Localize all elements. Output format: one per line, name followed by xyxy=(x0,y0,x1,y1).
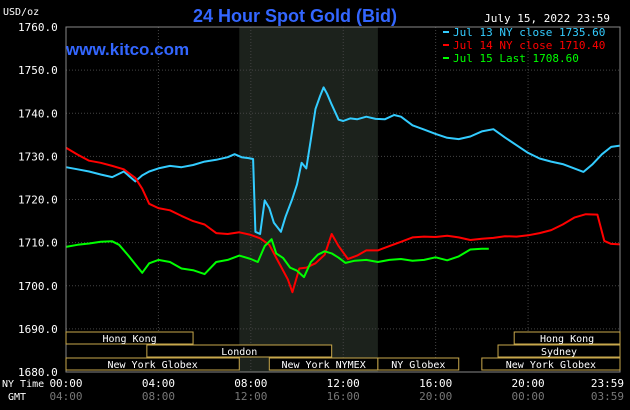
y-tick-label: 1710.0 xyxy=(18,237,58,250)
chart-title: 24 Hour Spot Gold (Bid) xyxy=(193,6,397,26)
y-tick-label: 1740.0 xyxy=(18,107,58,120)
x-tick-label-ny: 00:00 xyxy=(49,377,82,390)
series-lines xyxy=(65,86,621,294)
session-bar xyxy=(146,344,333,358)
session-label: Sydney xyxy=(541,347,577,358)
x-tick-label-gmt: 08:00 xyxy=(142,390,175,403)
market-sessions: Hong Kong London New York Globex New York N… xyxy=(65,331,621,371)
x-tick-label-gmt: 16:00 xyxy=(327,390,360,403)
x-tick-label-ny: 12:00 xyxy=(327,377,360,390)
session-bar xyxy=(65,357,240,371)
x-tick-label-gmt: 03:59 xyxy=(591,390,624,403)
x-tick-label-ny: 16:00 xyxy=(419,377,452,390)
plot-frame xyxy=(65,26,621,373)
x-tick-label-ny: 20:00 xyxy=(511,377,544,390)
session-label: New York NYMEX xyxy=(281,360,365,371)
series-line-2 xyxy=(65,146,621,294)
x-tick-label-ny: 08:00 xyxy=(234,377,267,390)
x-tick-label-gmt: 20:00 xyxy=(419,390,452,403)
ny-time-label: NY Time xyxy=(2,379,44,390)
session-label: Hong Kong xyxy=(540,334,594,345)
legend-entry: Jul 15 Last 1708.60 xyxy=(453,52,579,65)
x-tick-label-gmt: 04:00 xyxy=(49,390,82,403)
x-axis: 00:00 04:00 08:00 12:00 16:00 20:00 23:5904:00… xyxy=(49,377,624,403)
gmt-label: GMT xyxy=(8,392,26,403)
session-label: London xyxy=(221,347,257,358)
session-label: New York Globex xyxy=(107,360,197,371)
y-tick-label: 1680.0 xyxy=(18,366,58,379)
session-label: NY Globex xyxy=(391,360,445,371)
unit-label: USD/oz xyxy=(3,7,39,18)
y-tick-label: 1700.0 xyxy=(18,280,58,293)
legend-entry: Jul 13 NY close 1735.60 xyxy=(453,26,605,39)
x-tick-label-ny: 04:00 xyxy=(142,377,175,390)
legend-entry: Jul 14 NY close 1710.40 xyxy=(453,39,605,52)
session-bar xyxy=(377,357,460,371)
y-axis: 1680.0 1690.0 1700.0 1710.0 1720.0 1730.0 1740… xyxy=(18,21,58,379)
y-tick-label: 1720.0 xyxy=(18,194,58,207)
session-label: Hong Kong xyxy=(102,334,156,345)
series-line-3 xyxy=(65,238,489,279)
y-tick-label: 1730.0 xyxy=(18,150,58,163)
y-tick-label: 1750.0 xyxy=(18,64,58,77)
session-bar xyxy=(65,331,194,345)
x-tick-label-gmt: 00:00 xyxy=(511,390,544,403)
session-bar xyxy=(481,357,621,371)
session-label: New York Globex xyxy=(506,360,596,371)
session-bar xyxy=(513,331,621,345)
watermark-url[interactable]: www.kitco.com xyxy=(65,40,189,59)
chart-date: July 15, 2022 23:59 xyxy=(484,12,610,25)
y-tick-label: 1690.0 xyxy=(18,323,58,336)
x-tick-label-gmt: 12:00 xyxy=(234,390,267,403)
x-tick-label-ny: 23:59 xyxy=(591,377,624,390)
session-bar xyxy=(497,344,621,358)
y-tick-label: 1760.0 xyxy=(18,21,58,34)
series-line-1 xyxy=(65,86,621,235)
